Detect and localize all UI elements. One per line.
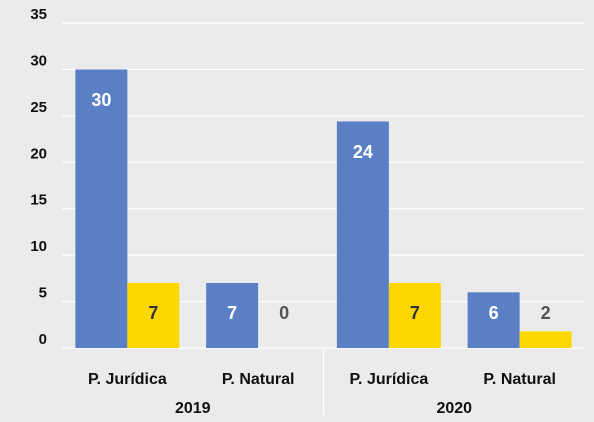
- bar: [519, 331, 572, 348]
- y-tick-label: 20: [30, 145, 47, 162]
- x-tick-label: P. Natural: [222, 371, 295, 388]
- bar: [127, 283, 180, 348]
- group-label: 2019: [175, 400, 211, 417]
- group-label: 2020: [436, 400, 472, 417]
- data-label: 7: [148, 303, 158, 323]
- x-tick-label: P. Jurídica: [88, 371, 167, 388]
- bar: [336, 121, 389, 348]
- data-label: 24: [353, 142, 373, 162]
- data-label: 6: [489, 303, 499, 323]
- y-tick-label: 35: [30, 6, 47, 23]
- data-label: 7: [410, 303, 420, 323]
- y-tick-label: 0: [39, 331, 47, 348]
- bar: [388, 283, 441, 348]
- data-label: 2: [541, 303, 551, 323]
- y-tick-label: 5: [39, 285, 47, 302]
- bar: [75, 69, 128, 348]
- bar: [467, 292, 520, 348]
- y-tick-label: 10: [30, 238, 47, 255]
- data-label: 30: [91, 90, 111, 110]
- bar: [206, 283, 259, 348]
- data-label: 0: [279, 303, 289, 323]
- x-tick-label: P. Jurídica: [349, 371, 428, 388]
- y-tick-label: 15: [30, 192, 47, 209]
- x-tick-label: P. Natural: [483, 371, 556, 388]
- y-tick-label: 30: [30, 52, 47, 69]
- data-label: 7: [227, 303, 237, 323]
- y-tick-label: 25: [30, 99, 47, 116]
